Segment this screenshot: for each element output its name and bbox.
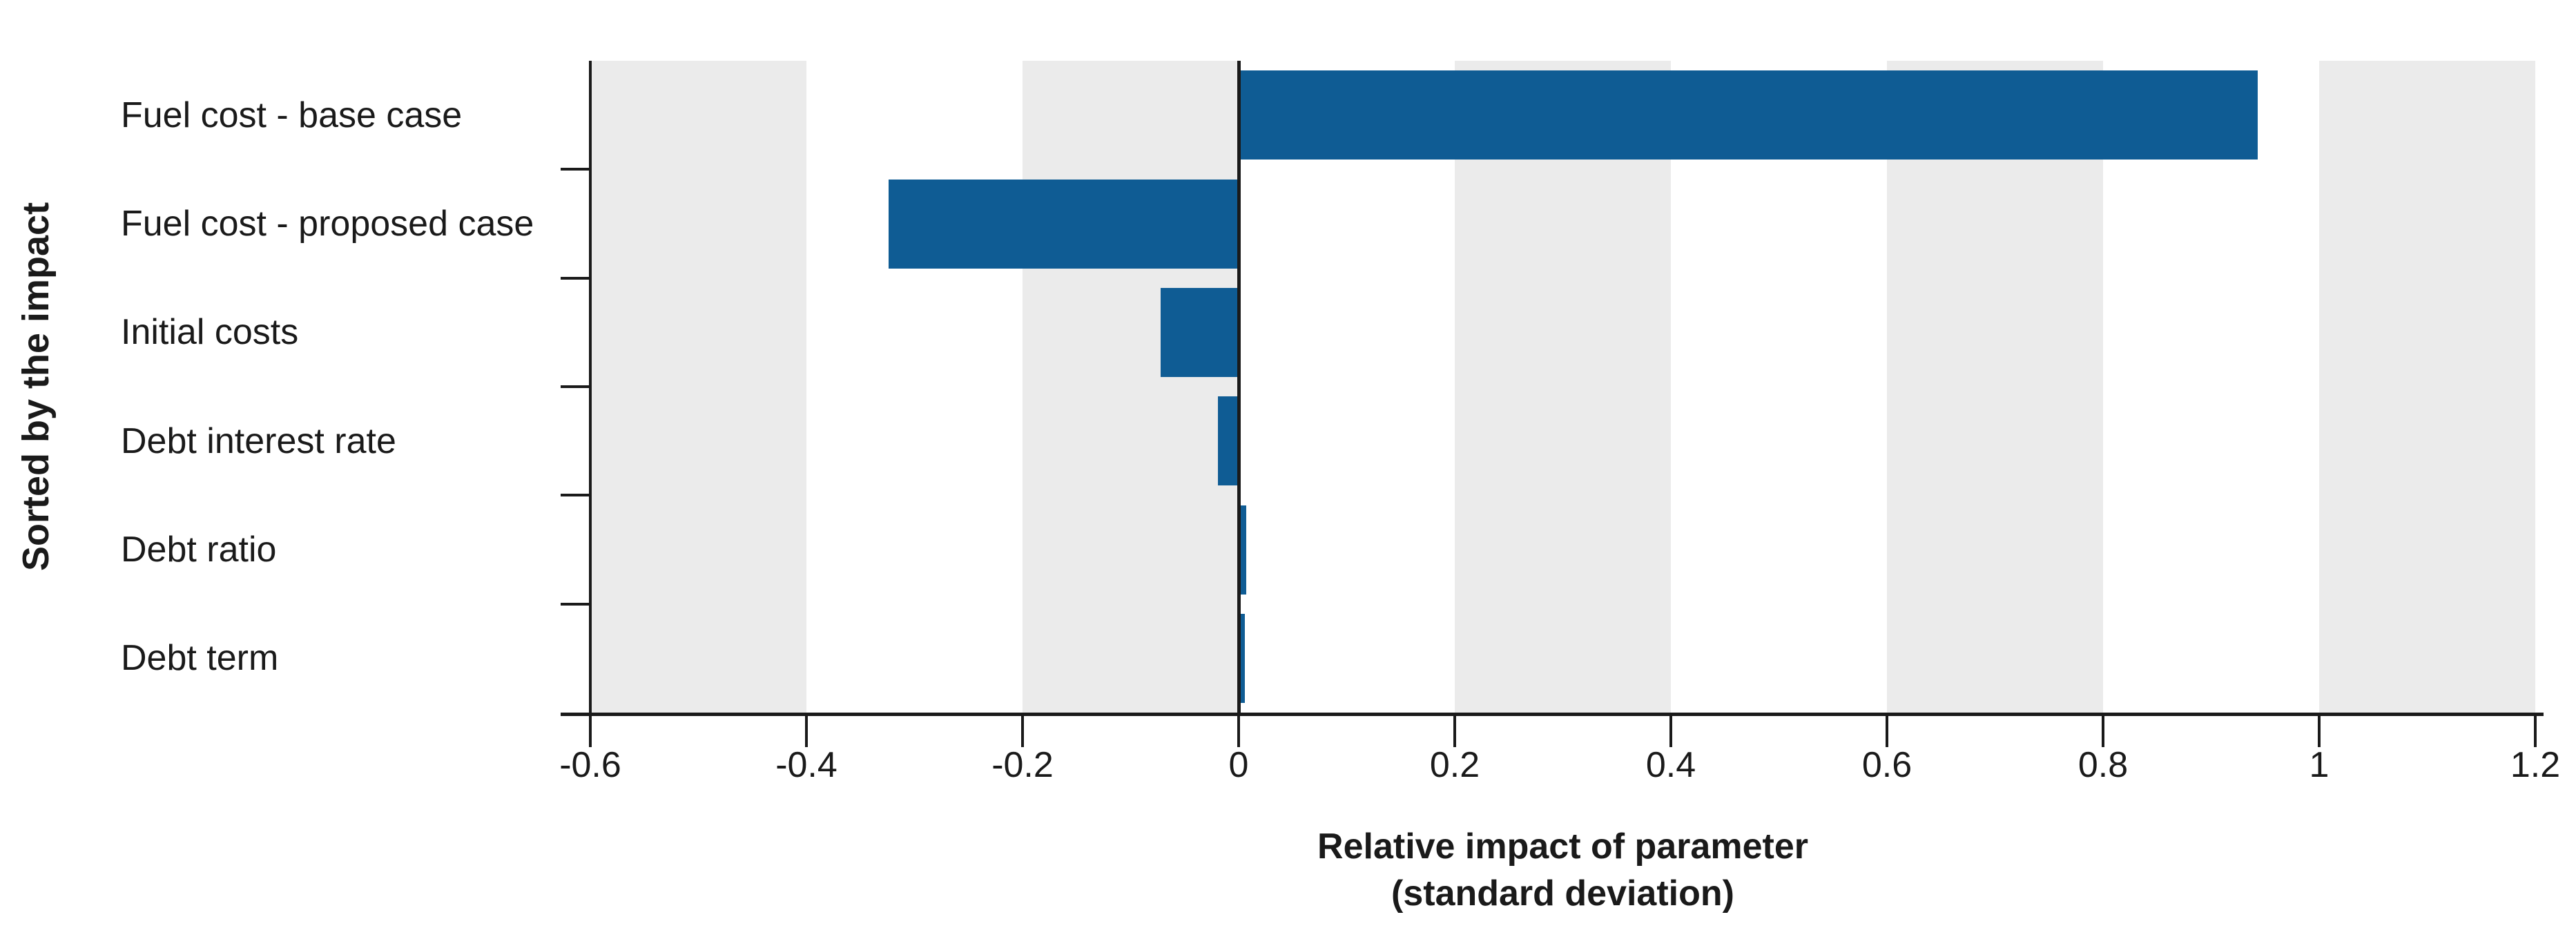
category-label: Debt ratio (121, 529, 277, 570)
grid-band (1455, 61, 1671, 713)
bar-debt-interest-rate (1218, 396, 1239, 486)
x-tick-label: 0.8 (2078, 745, 2129, 785)
x-tick (1021, 713, 1024, 747)
x-tick-label: 1.2 (2510, 745, 2561, 785)
grid-band (1023, 61, 1239, 713)
bar-initial-costs (1161, 287, 1239, 377)
category-label: Fuel cost - base case (121, 95, 463, 135)
x-tick (805, 713, 808, 747)
category-tick (561, 602, 590, 606)
x-axis-title: Relative impact of parameter (standard d… (590, 823, 2535, 917)
x-tick (1453, 713, 1456, 747)
bar-debt-term (1239, 613, 1246, 703)
bar-debt-ratio (1239, 505, 1246, 595)
x-tick (1886, 713, 1888, 747)
x-tick-label: 0.4 (1645, 745, 1696, 785)
x-axis-title-line2: (standard deviation) (1391, 873, 1734, 914)
x-tick-label: -0.6 (559, 745, 621, 785)
x-tick-label: 1 (2309, 745, 2330, 785)
x-tick (589, 713, 592, 747)
grid-band (1887, 61, 2103, 713)
bar-fuel-cost-proposed-case (888, 179, 1239, 269)
y-axis-line (589, 61, 592, 713)
x-tick-label: 0 (1228, 745, 1249, 785)
x-tick-label: -0.2 (991, 745, 1054, 785)
x-tick (2102, 713, 2104, 747)
category-tick (561, 494, 590, 497)
x-axis-line (561, 713, 2544, 716)
x-tick-label: 0.2 (1429, 745, 1480, 785)
x-tick (1237, 713, 1240, 747)
bar-fuel-cost-base-case (1239, 70, 2258, 160)
category-tick (561, 168, 590, 171)
category-label: Initial costs (121, 312, 299, 353)
x-tick (2318, 713, 2321, 747)
category-label: Debt interest rate (121, 421, 396, 461)
category-label: Fuel cost - proposed case (121, 203, 534, 244)
zero-gridline (1237, 61, 1241, 713)
grid-band (590, 61, 806, 713)
category-label: Debt term (121, 638, 279, 679)
x-tick (1669, 713, 1672, 747)
x-tick (2534, 713, 2537, 747)
x-tick-label: 0.6 (1861, 745, 1912, 785)
x-tick-label: -0.4 (775, 745, 837, 785)
category-tick (561, 276, 590, 280)
grid-band (2319, 61, 2535, 713)
category-tick (561, 385, 590, 388)
y-axis-title: Sorted by the impact (15, 202, 57, 572)
x-axis-title-line1: Relative impact of parameter (1317, 827, 1808, 867)
